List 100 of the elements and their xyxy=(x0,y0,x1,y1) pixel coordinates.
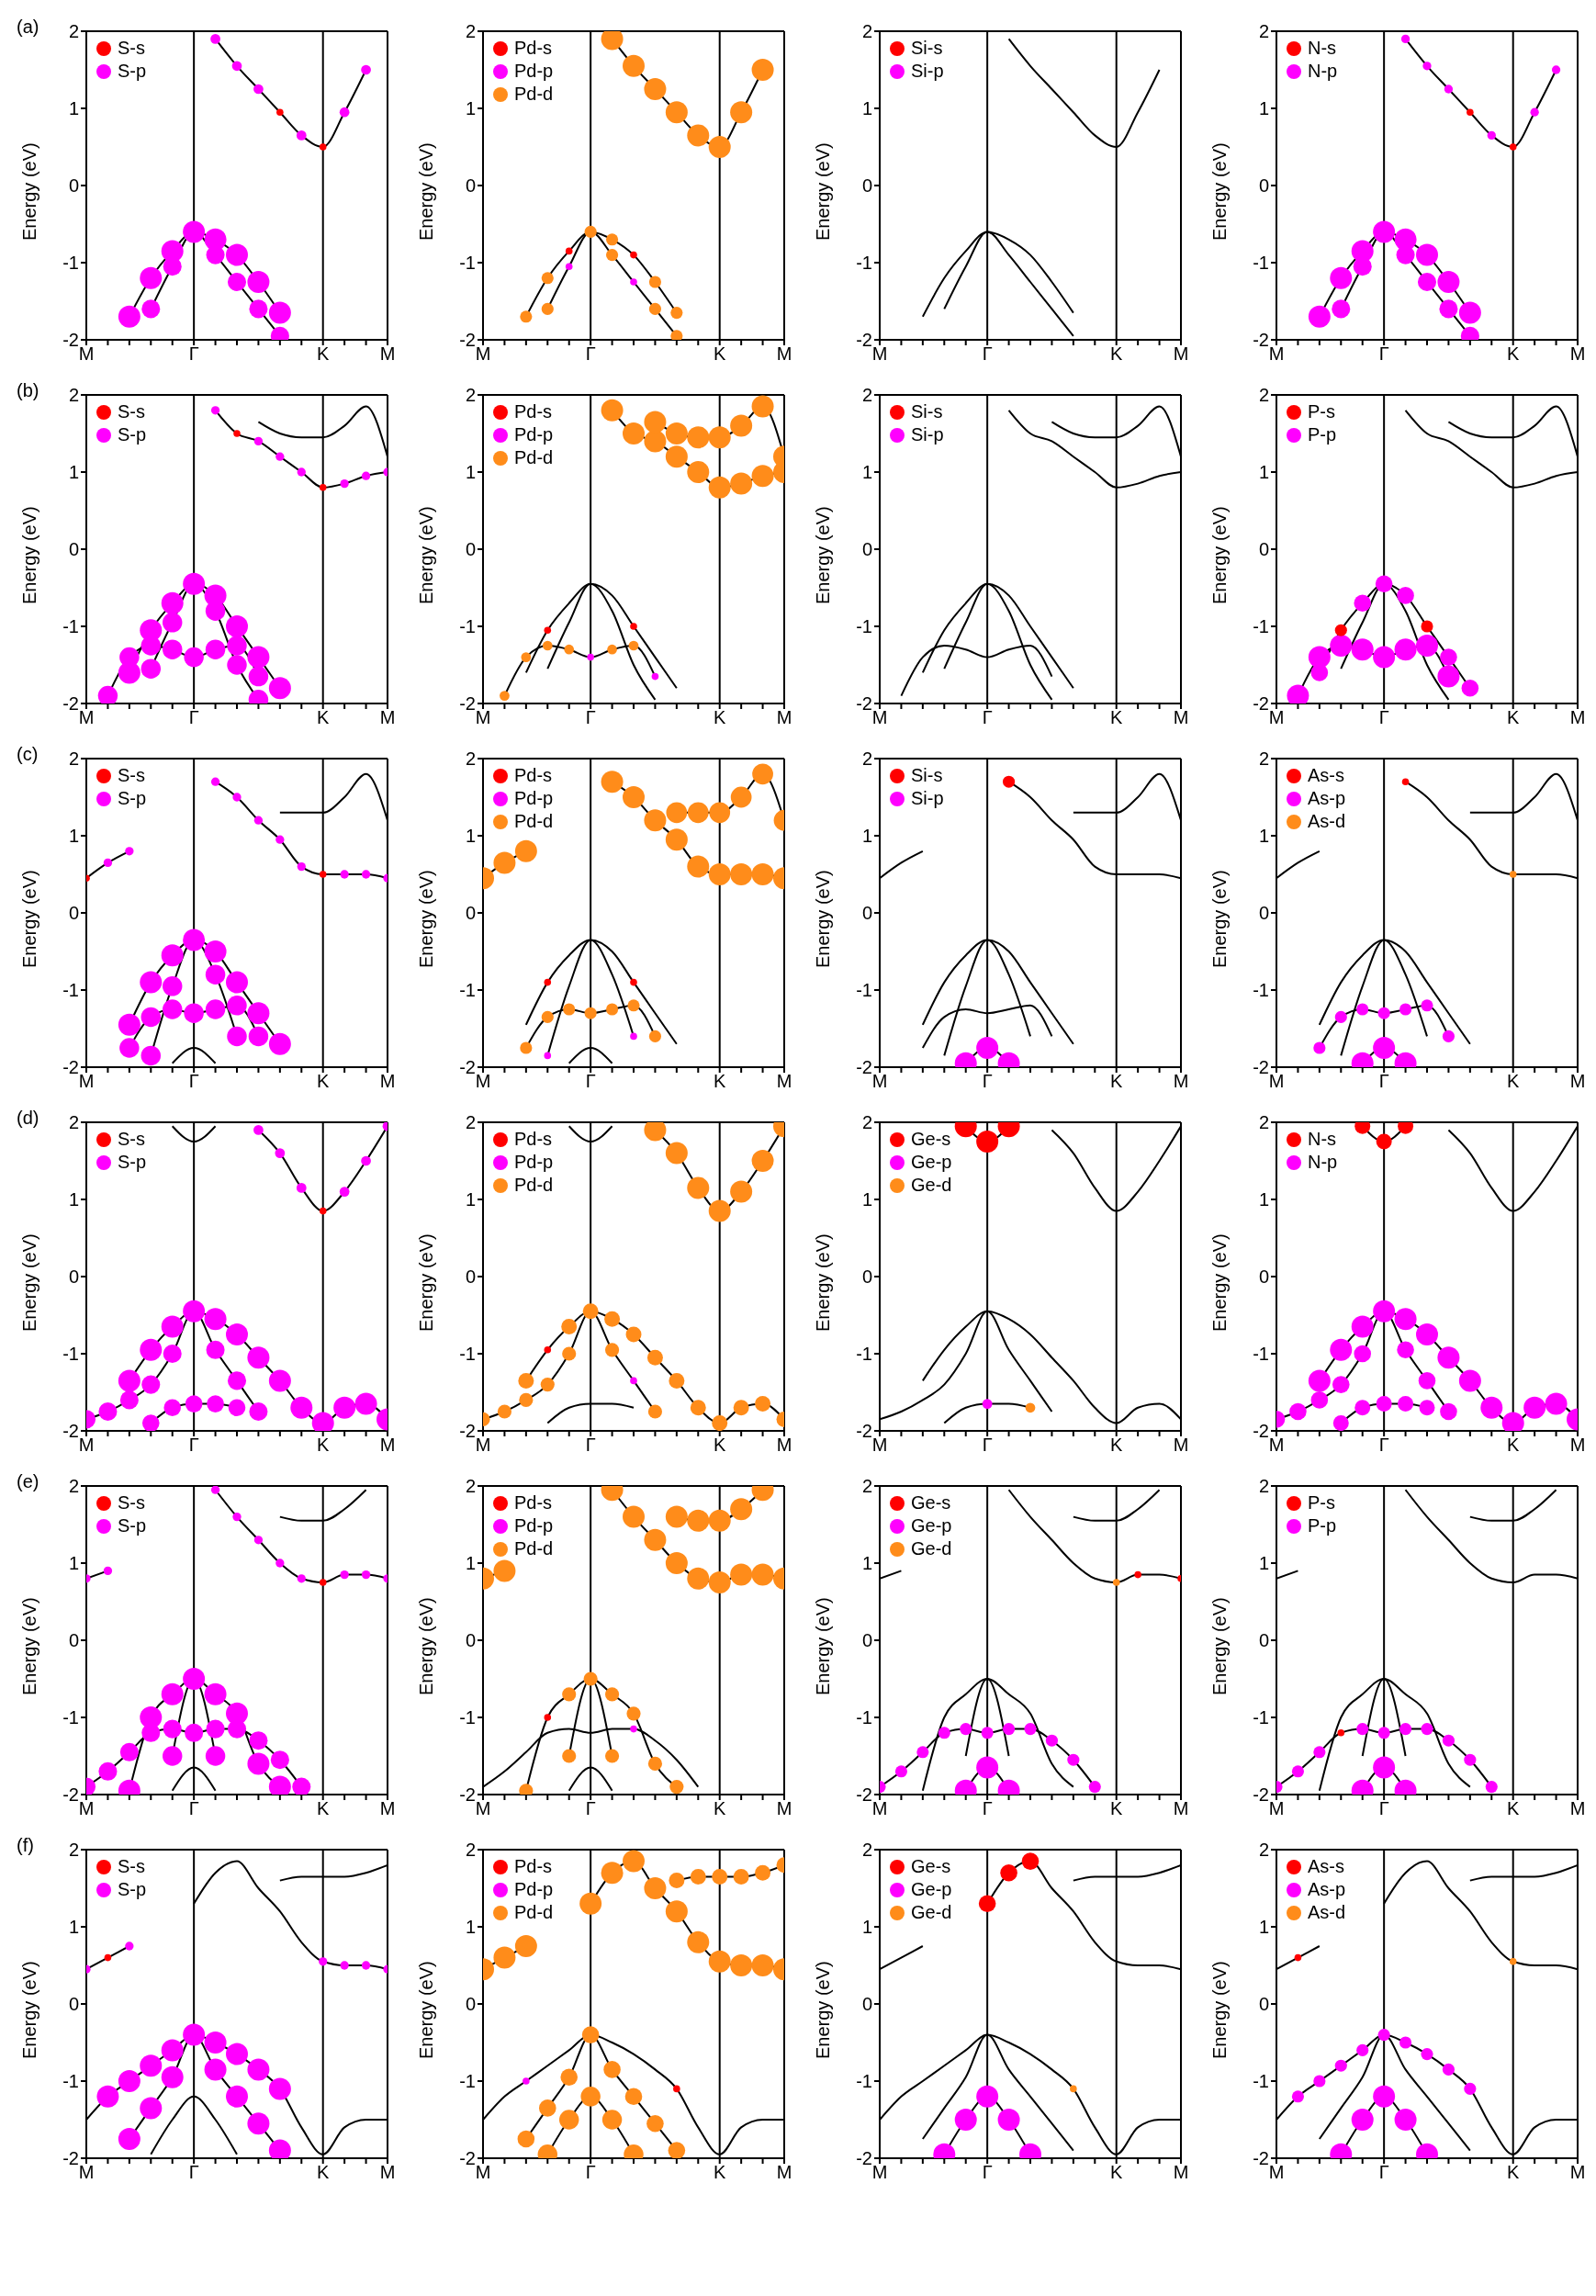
x-tick-label: M xyxy=(1569,2162,1586,2183)
x-tick-label: M xyxy=(776,1071,792,1092)
y-tick-label: 1 xyxy=(861,462,872,483)
x-tick-label: M xyxy=(1569,1435,1586,1456)
y-axis-title: Energy (eV) xyxy=(19,1597,40,1695)
legend-label: S-p xyxy=(118,787,147,810)
y-tick-label: 1 xyxy=(465,1189,476,1210)
x-tick-label: K xyxy=(317,1071,331,1092)
y-tick-label: -1 xyxy=(62,1707,79,1728)
x-tick-label: M xyxy=(379,2162,396,2183)
x-tick-label: M xyxy=(871,1435,888,1456)
x-tick-label: K xyxy=(1110,343,1124,365)
y-tick-label: -1 xyxy=(62,980,79,1001)
legend-label: Pd-p xyxy=(514,1151,554,1174)
text: (c) xyxy=(17,744,39,765)
y-axis-title: Energy (eV) xyxy=(19,1961,40,2059)
x-tick-label: M xyxy=(1173,707,1189,728)
y-axis-title: Energy (eV) xyxy=(1209,142,1231,241)
x-tick-label: K xyxy=(317,2162,331,2183)
legend-label: Pd-p xyxy=(514,1878,554,1901)
y-tick-label: 2 xyxy=(465,1112,476,1133)
y-tick-label: -2 xyxy=(856,1057,872,1078)
y-tick-label: -1 xyxy=(1253,1344,1269,1365)
y-tick-label: 1 xyxy=(1258,826,1269,847)
y-tick-label: 2 xyxy=(861,385,872,406)
y-tick-label: -1 xyxy=(62,253,79,274)
legend-label: S-s xyxy=(118,37,145,60)
y-tick-label: 1 xyxy=(465,1553,476,1574)
y-tick-label: -1 xyxy=(62,1344,79,1365)
y-tick-label: 0 xyxy=(68,539,79,560)
y-tick-label: 2 xyxy=(1258,21,1269,42)
y-tick-label: 0 xyxy=(861,1630,872,1651)
x-tick-label: M xyxy=(1173,2162,1189,2183)
legend-label: Pd-p xyxy=(514,60,554,83)
y-tick-label: -1 xyxy=(1253,616,1269,637)
x-tick-label: M xyxy=(475,2162,491,2183)
x-tick-label: M xyxy=(871,343,888,365)
legend-label: As-s xyxy=(1308,1855,1344,1878)
legend-label: S-s xyxy=(118,1855,145,1878)
y-tick-label: 0 xyxy=(1258,1630,1269,1651)
y-tick-label: -2 xyxy=(459,1421,476,1442)
y-tick-label: -1 xyxy=(459,253,476,274)
y-tick-label: -2 xyxy=(1253,1784,1269,1806)
legend-label: Pd-p xyxy=(514,423,554,446)
x-tick-label: M xyxy=(776,2162,792,2183)
x-tick-label: Γ xyxy=(1378,343,1389,365)
legend-label: Ge-s xyxy=(911,1128,951,1151)
y-tick-label: 1 xyxy=(861,826,872,847)
y-tick-label: 0 xyxy=(1258,175,1269,197)
y-tick-label: 0 xyxy=(465,539,476,560)
y-tick-label: 0 xyxy=(1258,1994,1269,2015)
x-tick-label: Γ xyxy=(1378,1798,1389,1819)
x-tick-label: M xyxy=(1268,1435,1285,1456)
legend-label: Pd-s xyxy=(514,1855,553,1878)
y-tick-label: 0 xyxy=(465,1266,476,1288)
y-tick-label: 2 xyxy=(861,1112,872,1133)
y-axis-title: Energy (eV) xyxy=(1209,506,1231,604)
x-tick-label: M xyxy=(776,707,792,728)
y-axis-title: Energy (eV) xyxy=(1209,1961,1231,2059)
legend-label: S-p xyxy=(118,1514,147,1537)
legend-label: N-p xyxy=(1308,1151,1338,1174)
legend-label: Si-s xyxy=(911,400,943,423)
x-tick-label: K xyxy=(714,1435,727,1456)
y-tick-label: 0 xyxy=(465,1994,476,2015)
y-tick-label: 2 xyxy=(68,1112,79,1133)
y-tick-label: -1 xyxy=(1253,980,1269,1001)
x-tick-label: Γ xyxy=(188,2162,199,2183)
x-tick-label: M xyxy=(475,707,491,728)
x-tick-label: Γ xyxy=(982,2162,993,2183)
x-tick-label: M xyxy=(78,2162,95,2183)
y-axis-title: Energy (eV) xyxy=(1209,870,1231,968)
y-axis-title: Energy (eV) xyxy=(416,870,437,968)
legend-label: As-s xyxy=(1308,764,1344,787)
y-tick-label: -2 xyxy=(1253,2148,1269,2169)
y-tick-label: 2 xyxy=(68,385,79,406)
y-tick-label: -2 xyxy=(856,1421,872,1442)
x-tick-label: M xyxy=(1569,1071,1586,1092)
x-tick-label: M xyxy=(379,1435,396,1456)
x-tick-label: M xyxy=(379,1798,396,1819)
x-tick-label: K xyxy=(1507,2162,1521,2183)
x-tick-label: K xyxy=(714,707,727,728)
y-tick-label: 1 xyxy=(1258,1553,1269,1574)
legend-label: As-d xyxy=(1308,1901,1346,1924)
y-tick-label: 1 xyxy=(68,98,79,119)
legend-label: Pd-d xyxy=(514,1901,554,1924)
y-tick-label: 2 xyxy=(465,1476,476,1497)
y-tick-label: -2 xyxy=(856,330,872,351)
x-tick-label: M xyxy=(379,707,396,728)
y-tick-label: -2 xyxy=(459,2148,476,2169)
x-tick-label: M xyxy=(1268,343,1285,365)
y-tick-label: 0 xyxy=(1258,539,1269,560)
legend-label: Ge-p xyxy=(911,1878,952,1901)
y-tick-label: 2 xyxy=(465,21,476,42)
x-tick-label: M xyxy=(78,1071,95,1092)
legend-label: As-d xyxy=(1308,810,1346,833)
y-tick-label: 0 xyxy=(465,903,476,924)
text: (f) xyxy=(17,1835,34,1856)
x-tick-label: K xyxy=(714,1798,727,1819)
y-tick-label: -2 xyxy=(856,693,872,715)
y-axis-title: Energy (eV) xyxy=(19,142,40,241)
